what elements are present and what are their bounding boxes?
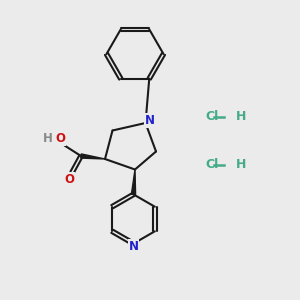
Text: N: N	[145, 114, 155, 127]
Text: O: O	[64, 172, 74, 186]
Text: H: H	[43, 132, 53, 146]
Text: Cl: Cl	[205, 110, 218, 124]
Text: N: N	[128, 239, 139, 253]
Polygon shape	[131, 169, 136, 194]
Text: H: H	[236, 110, 247, 124]
Text: H: H	[236, 158, 247, 172]
Text: Cl: Cl	[205, 158, 218, 172]
Text: O: O	[55, 132, 65, 146]
Polygon shape	[81, 154, 105, 159]
